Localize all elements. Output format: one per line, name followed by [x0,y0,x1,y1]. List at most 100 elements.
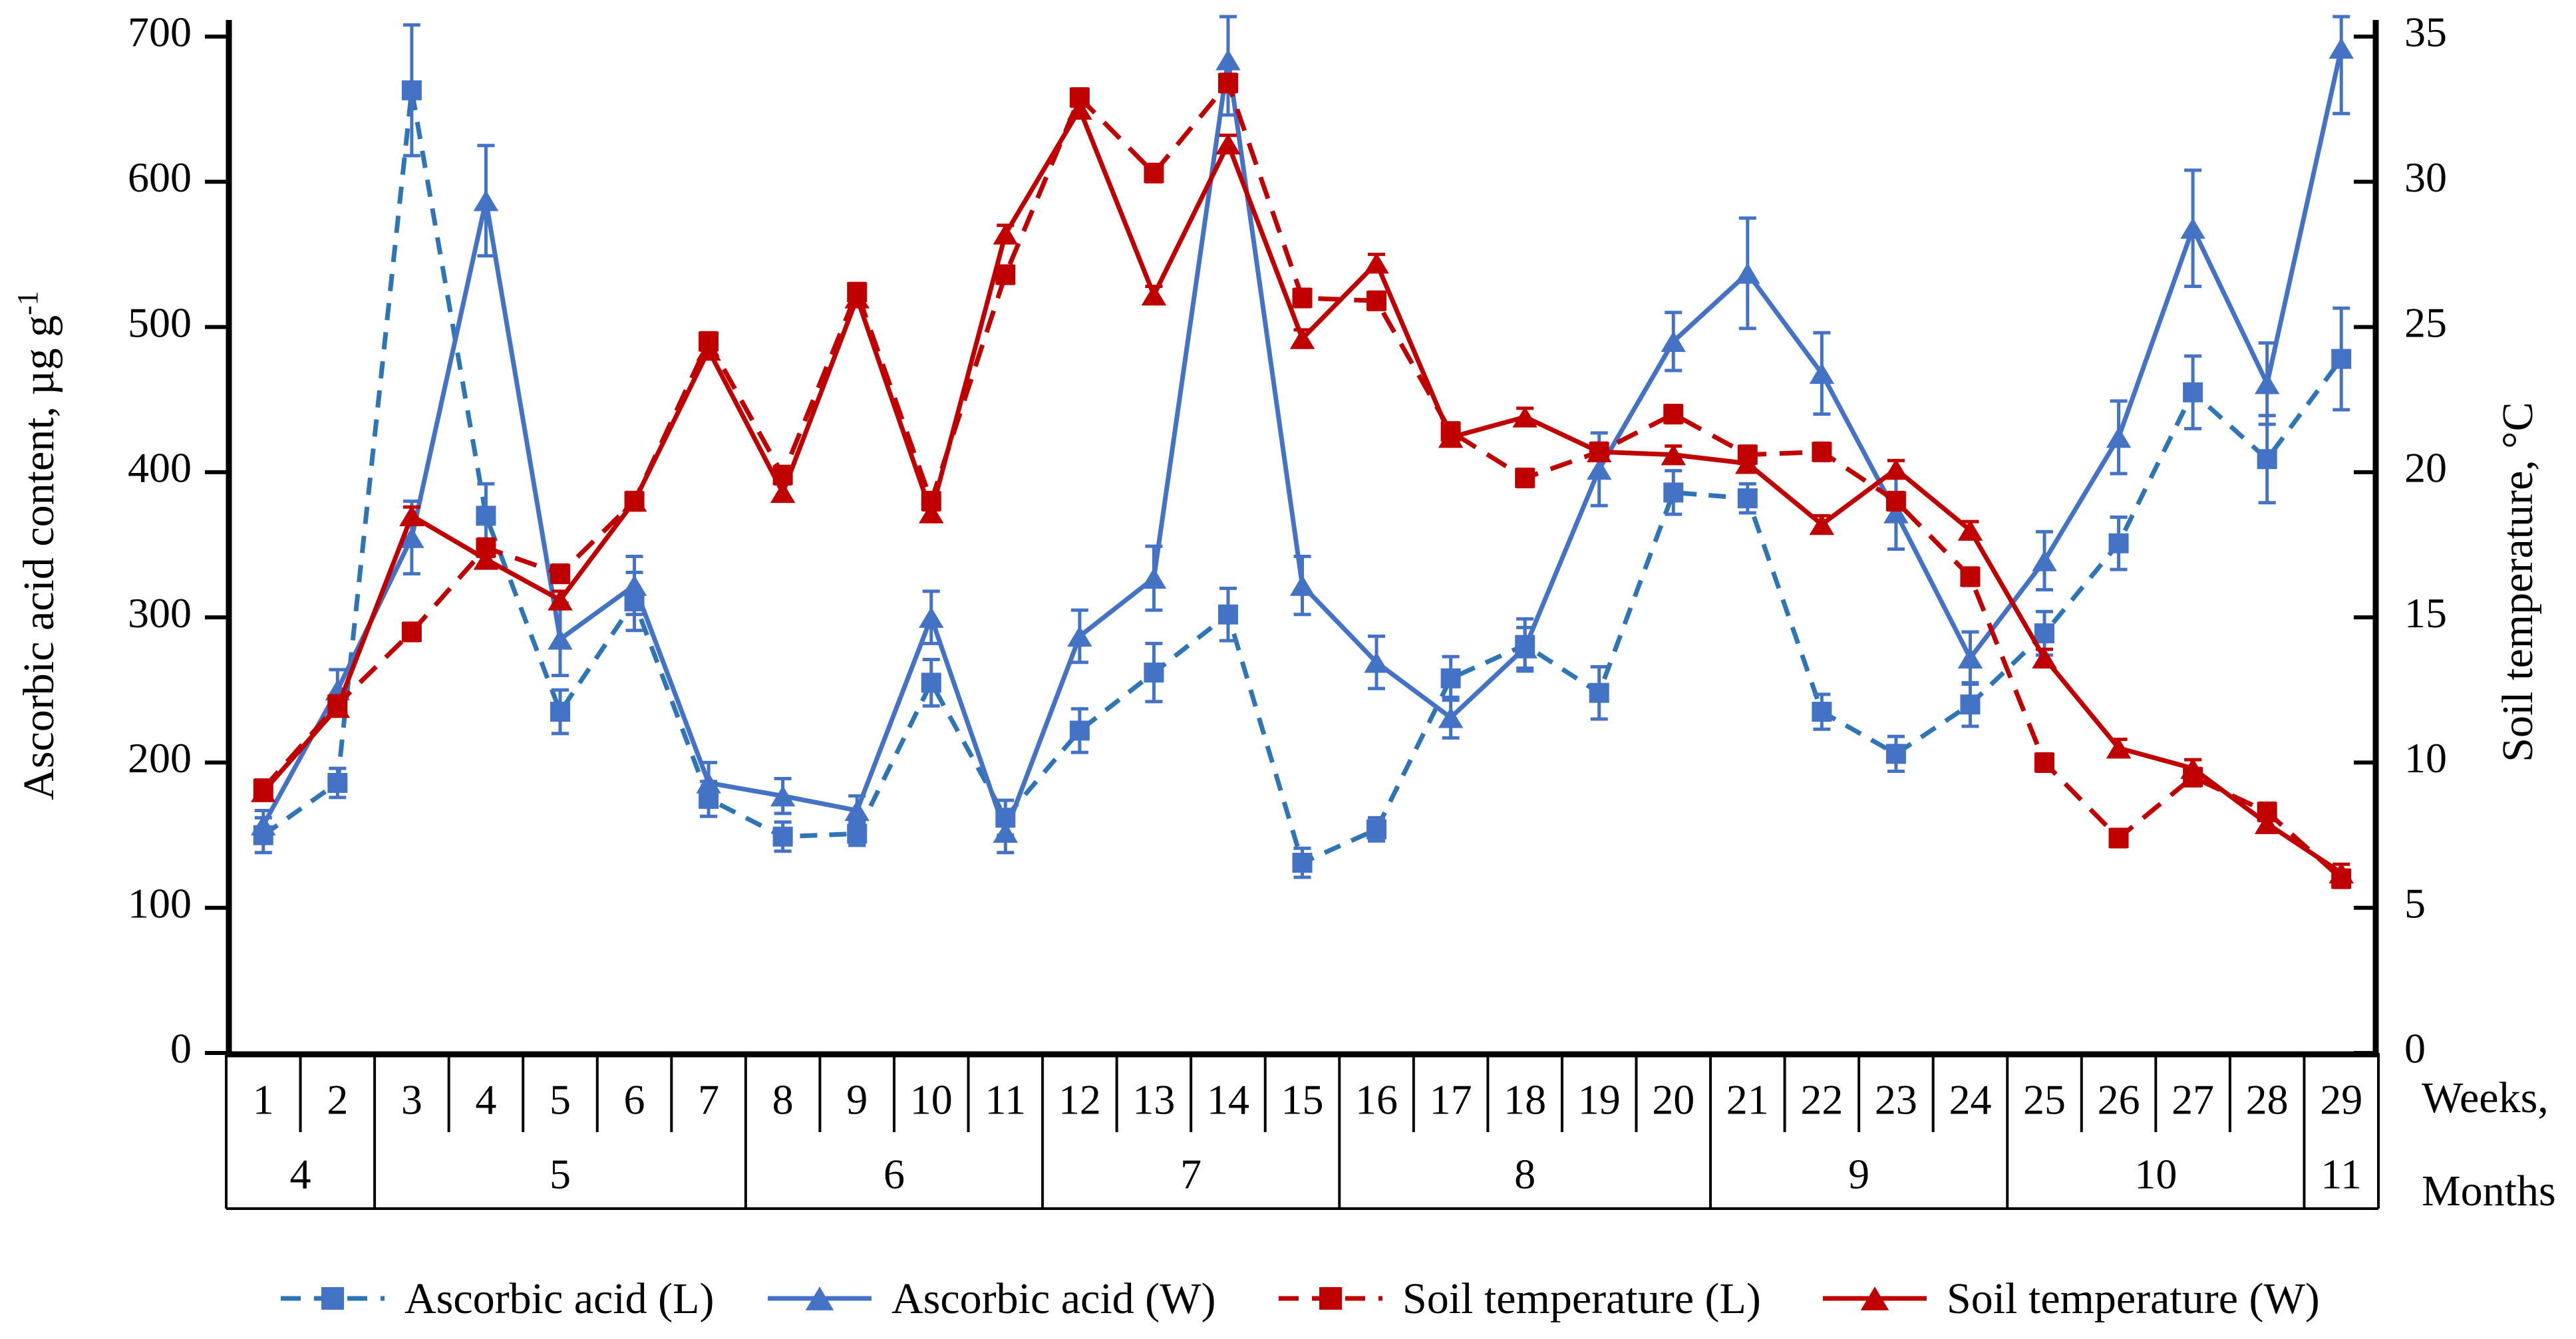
month-label: 5 [550,1151,571,1198]
month-label: 11 [2321,1151,2362,1198]
data-point-triangle [621,575,647,596]
data-point-triangle [1661,444,1687,466]
data-point-square [1144,663,1164,683]
data-point-square [1217,73,1238,93]
week-label: 20 [1652,1076,1694,1123]
legend-item-label: Soil temperature (L) [1402,1274,1761,1323]
left-axis-title: Ascorbic acid content, µg g-1 [11,291,63,800]
week-label: 2 [327,1076,348,1123]
series-ascorbic-acid-l [253,23,2352,879]
data-point-triangle [1141,567,1167,589]
left-axis-tick-label: 200 [128,734,192,782]
axes: 0 100 200 300 400 500 600 700 0 5 10 15 20 25 30 35 Asco… [11,9,2542,1072]
data-point-square [921,672,941,693]
week-label: 21 [1726,1076,1769,1123]
left-axis-tick-label: 300 [128,589,192,637]
months-axis-label: Months [2422,1167,2556,1215]
data-point-triangle [770,482,796,504]
data-point-triangle [2329,37,2354,59]
data-point-square [1144,163,1164,184]
data-point-triangle [2329,862,2354,884]
x-category-band: 1 2 3 4 5 6 7 8 9 10 11 12 13 14 15 16 17 18 19 20 21 22 23 24 2… [225,1053,2556,1215]
data-point-triangle [1289,328,1315,349]
data-point-square [401,80,422,100]
series-line [261,80,2343,881]
week-label: 9 [846,1076,868,1123]
data-point-square [550,702,570,722]
data-point-triangle [1957,520,1983,541]
data-point-triangle [1512,637,1537,659]
right-axis-tick-label: 25 [2404,299,2447,346]
legend: Ascorbic acid (L) Ascorbic acid (W) Soil t… [281,1274,2320,1323]
weeks-axis-label: Weeks, [2422,1074,2549,1122]
data-point-triangle [1364,652,1389,673]
right-axis-tick-label: 35 [2404,9,2447,56]
right-axis-tick-label: 0 [2404,1025,2426,1072]
data-point-triangle [805,1286,834,1310]
series-line [261,47,2344,835]
week-label: 15 [1281,1076,1324,1123]
data-point-triangle [548,629,573,650]
week-label: 6 [624,1076,645,1123]
data-point-triangle [844,287,870,309]
week-label: 10 [910,1076,953,1123]
data-point-triangle [1586,458,1612,480]
data-point-square [1292,853,1313,873]
week-label: 24 [1949,1076,1991,1123]
week-label: 7 [698,1076,719,1123]
week-label: 18 [1504,1076,1546,1123]
month-label: 10 [2134,1151,2177,1198]
data-point-triangle [2254,813,2280,834]
week-label: 13 [1132,1076,1175,1123]
series-soil-temperature-l [253,73,2352,889]
data-point-triangle [2032,550,2057,571]
data-point-square [2108,533,2129,553]
data-point-triangle [1735,263,1760,284]
data-point-square [1812,442,1832,462]
data-point-square [321,1287,344,1310]
data-point-square [327,772,348,793]
month-label: 4 [290,1151,311,1198]
data-point-triangle [1883,458,1909,480]
left-axis-tick-label: 400 [128,444,192,492]
data-point-square [1367,819,1387,839]
week-label: 22 [1800,1076,1843,1123]
data-point-square [2331,349,2352,369]
week-label: 12 [1058,1076,1101,1123]
month-label: 6 [884,1151,905,1198]
week-label: 3 [401,1076,422,1123]
data-point-triangle [1661,331,1687,353]
data-point-square [1885,744,1906,764]
right-axis-tick-label: 5 [2404,879,2426,927]
data-point-triangle [1586,441,1612,463]
legend-item-soil-temperature-l: Soil temperature (L) [1279,1274,1761,1323]
week-label: 8 [772,1076,794,1123]
data-point-triangle [1438,707,1464,728]
data-point-square [1292,287,1313,308]
week-label: 25 [2023,1076,2066,1123]
data-point-triangle [844,800,870,821]
data-point-triangle [1883,502,1909,523]
data-point-square [1812,702,1832,722]
right-axis-tick-label: 15 [2404,589,2447,637]
data-point-triangle [473,549,499,570]
data-point-triangle [1809,363,1835,384]
data-point-triangle [993,223,1019,245]
data-point-triangle [621,490,647,512]
data-point-square [1663,404,1684,424]
legend-item-soil-temperature-w: Soil temperature (W) [1823,1274,2320,1323]
data-point-triangle [548,589,573,611]
series-soil-temperature-w [251,98,2354,884]
series-ascorbic-acid-w [251,15,2354,855]
data-point-triangle [1512,406,1537,428]
data-point-triangle [1215,133,1241,155]
right-axis-tick-label: 10 [2404,734,2447,782]
data-point-square [1737,488,1758,509]
data-point-square [2034,623,2055,644]
data-point-square [1440,668,1461,688]
data-point-triangle [993,821,1019,843]
month-label: 8 [1514,1151,1535,1198]
data-point-triangle [325,696,351,718]
